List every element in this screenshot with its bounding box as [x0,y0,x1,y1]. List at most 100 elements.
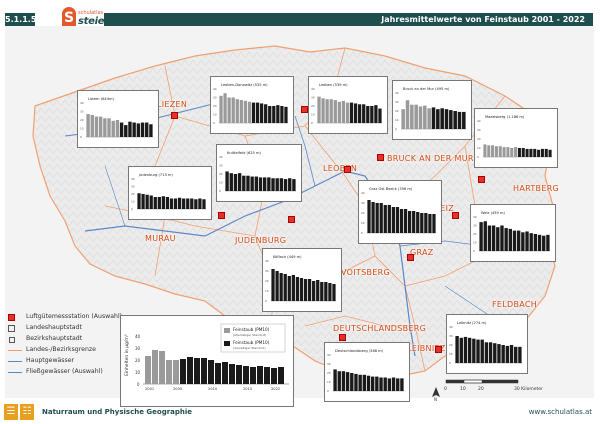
bar [453,111,457,129]
place-weiz: WEIZ [432,204,455,213]
station-chart-title: Weiz (459 m) [481,211,505,215]
bar [258,177,263,191]
bar [251,102,256,123]
bar [283,179,288,191]
station-marker[interactable] [339,334,346,341]
bar [472,338,476,363]
station-chart: 40 30 20 10 0 Mazelsberg (1.186 m) [474,108,558,168]
bar [90,114,94,137]
bar [272,106,276,123]
bar [436,109,440,129]
y-tick: 0 [473,249,475,253]
bar [370,376,375,391]
bar [288,178,292,191]
bar [259,103,264,123]
border-line-icon [8,350,22,351]
y-tick: 20 [449,343,453,347]
bar [508,228,513,251]
y-tick: 40 [327,353,331,357]
y-tick: 0 [219,189,221,193]
station-marker[interactable] [452,212,459,219]
bar [396,378,400,391]
station-marker[interactable] [301,106,308,113]
bar [512,230,517,251]
bar [487,225,492,251]
y-tick: 30 [361,201,365,205]
bar [111,120,115,137]
bar [264,367,270,384]
bar [287,276,291,301]
bar [494,146,498,157]
y-tick: 10 [135,370,141,375]
footer-url[interactable]: www.schulatlas.at [528,408,592,416]
bar [428,214,432,233]
bar [86,114,90,137]
bar [501,345,505,363]
station-chart-svg: 40 30 20 10 0 [265,259,336,303]
bar [299,278,304,301]
group-icon: ☷ [20,404,34,420]
bar [529,233,533,251]
legend-grey-label: Feinstaub (PM10) [233,327,270,332]
bar [391,377,396,391]
bar [483,144,487,157]
bar [444,109,449,129]
bar [375,203,379,233]
bar [387,378,392,391]
station-chart: 40 30 20 10 0 Leibnitz (274 m) [446,314,528,374]
bar [225,171,229,191]
y-tick: 20 [131,192,135,196]
bar [403,209,408,233]
y-tick: 40 [449,325,453,329]
y-tick: 20 [395,109,399,113]
station-marker[interactable] [344,166,351,173]
y-tick: 10 [361,221,365,225]
y-tick: 20 [80,118,84,122]
station-marker[interactable] [435,346,442,353]
bar [283,274,287,301]
bar [243,100,248,123]
bar [194,199,198,209]
bar [132,122,136,137]
station-chart-title: Köflach (449 m) [273,255,302,259]
y-tick: 0 [361,231,363,235]
bar [140,122,145,137]
bar [358,104,362,123]
station-chart: 40 30 20 10 0 Liezen (644m) [77,90,159,148]
bar [412,211,416,233]
bar [387,205,391,233]
bar [235,99,239,123]
bar [194,358,200,384]
bar [378,108,382,123]
station-marker[interactable] [218,212,225,219]
bar [136,123,141,137]
bar [476,339,480,363]
scale-label: 30 Kilometer [514,386,543,392]
place-leoben: LEOBEN [323,164,358,173]
bar [525,148,529,157]
station-marker[interactable] [288,216,295,223]
station-marker[interactable] [407,254,414,261]
bar [440,108,444,129]
bar [202,199,206,209]
bar [201,358,207,384]
y-tick: 0 [477,155,479,159]
bar [383,377,387,391]
station-marker[interactable] [377,154,384,161]
y-tick: 10 [477,146,481,150]
legend-black-note: (derzeitiger Standort) [233,346,266,350]
bar [548,149,552,157]
station-chart: 40 30 20 10 0 Leoben (539 m) [308,76,388,134]
station-marker[interactable] [478,176,485,183]
y-tick: 0 [80,135,82,139]
scale-label: 20 [478,386,484,392]
y-tick: 0 [311,121,313,125]
station-chart: 40 30 20 10 0 Judenburg (713 m) [128,166,212,220]
legend-chart-xticks: 2001 2005 2010 2015 2022 [145,387,280,391]
bar [529,148,533,157]
y-tick: 40 [473,215,477,219]
station-marker[interactable] [171,112,178,119]
y-tick: 40 [80,101,84,105]
y-tick: 40 [135,334,141,339]
bar [379,203,383,233]
